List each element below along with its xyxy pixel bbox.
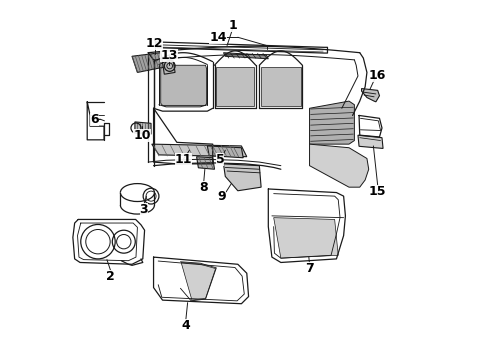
Text: 14: 14 bbox=[209, 31, 227, 44]
Polygon shape bbox=[196, 157, 215, 169]
Text: 8: 8 bbox=[199, 181, 208, 194]
Polygon shape bbox=[223, 53, 269, 59]
Polygon shape bbox=[181, 262, 216, 300]
Polygon shape bbox=[223, 164, 261, 191]
Polygon shape bbox=[362, 89, 379, 102]
Polygon shape bbox=[310, 101, 354, 144]
Polygon shape bbox=[161, 65, 207, 105]
Text: 15: 15 bbox=[369, 185, 387, 198]
Polygon shape bbox=[162, 58, 175, 74]
Polygon shape bbox=[152, 144, 247, 157]
Polygon shape bbox=[216, 67, 254, 107]
Polygon shape bbox=[135, 122, 151, 134]
Text: 5: 5 bbox=[216, 153, 224, 166]
Polygon shape bbox=[132, 53, 164, 72]
Text: 1: 1 bbox=[228, 19, 237, 32]
Polygon shape bbox=[310, 144, 368, 187]
Text: 10: 10 bbox=[133, 129, 151, 142]
Polygon shape bbox=[274, 218, 338, 258]
Text: 16: 16 bbox=[369, 69, 387, 82]
Text: 9: 9 bbox=[218, 190, 226, 203]
Polygon shape bbox=[358, 135, 383, 148]
Polygon shape bbox=[207, 146, 243, 158]
Text: 13: 13 bbox=[160, 49, 178, 62]
Text: 7: 7 bbox=[305, 262, 314, 275]
Text: 6: 6 bbox=[90, 113, 98, 126]
Text: 3: 3 bbox=[140, 203, 148, 216]
Text: 4: 4 bbox=[181, 319, 190, 332]
Polygon shape bbox=[261, 67, 300, 107]
Text: 12: 12 bbox=[146, 37, 163, 50]
Text: 11: 11 bbox=[174, 153, 192, 166]
Text: 2: 2 bbox=[106, 270, 115, 283]
